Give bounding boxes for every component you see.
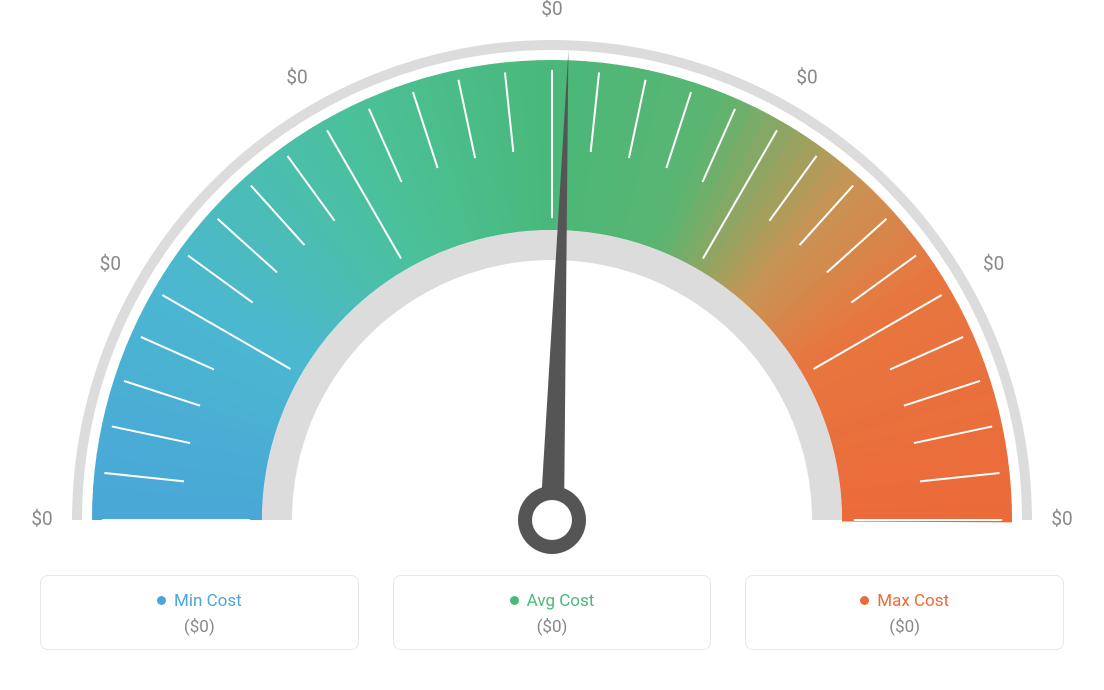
gauge-chart: $0 $0 $0 $0 $0 $0 $0 — [0, 0, 1104, 560]
legend-dot-max — [860, 596, 869, 605]
legend-value-min: ($0) — [51, 617, 348, 637]
gauge-tick-label: $0 — [541, 0, 562, 20]
gauge-tick-label: $0 — [983, 252, 1004, 275]
gauge-svg: $0 $0 $0 $0 $0 $0 $0 — [0, 0, 1104, 560]
gauge-tick-label: $0 — [796, 65, 817, 88]
legend-card-min: Min Cost ($0) — [40, 575, 359, 650]
legend-dot-avg — [510, 596, 519, 605]
legend-title-max: Max Cost — [860, 591, 949, 611]
legend-title-avg: Avg Cost — [510, 591, 595, 611]
gauge-tick-label: $0 — [100, 252, 121, 275]
gauge-tick-label: $0 — [286, 65, 307, 88]
legend-label-avg: Avg Cost — [527, 591, 595, 611]
legend-value-max: ($0) — [756, 617, 1053, 637]
legend-title-min: Min Cost — [157, 591, 242, 611]
legend-dot-min — [157, 596, 166, 605]
legend-card-avg: Avg Cost ($0) — [393, 575, 712, 650]
legend-card-max: Max Cost ($0) — [745, 575, 1064, 650]
legend-value-avg: ($0) — [404, 617, 701, 637]
legend-label-max: Max Cost — [877, 591, 949, 611]
gauge-tick-label: $0 — [1051, 507, 1072, 530]
gauge-tick-label: $0 — [31, 507, 52, 530]
legend-row: Min Cost ($0) Avg Cost ($0) Max Cost ($0… — [0, 575, 1104, 650]
legend-label-min: Min Cost — [174, 591, 242, 611]
